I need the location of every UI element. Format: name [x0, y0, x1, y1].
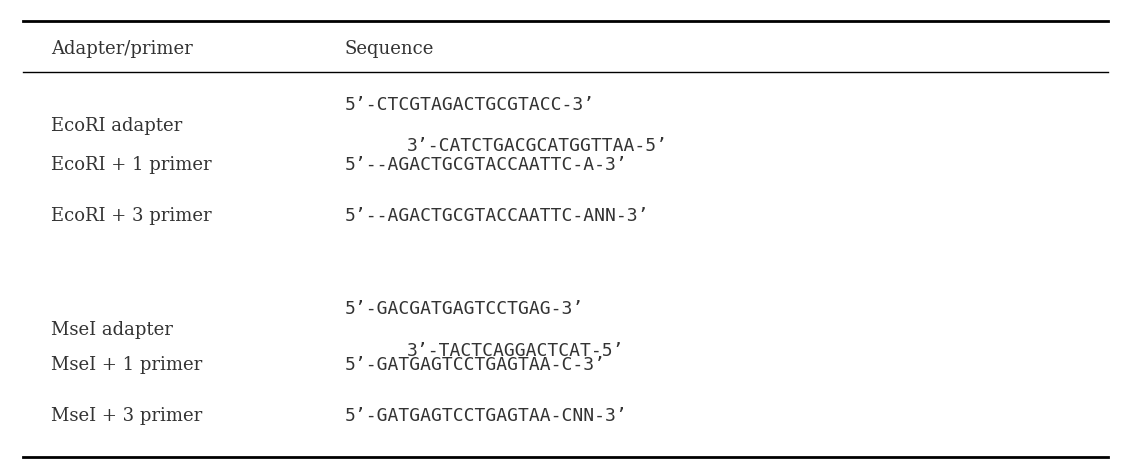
- Text: Sequence: Sequence: [345, 40, 434, 58]
- Text: EcoRI + 1 primer: EcoRI + 1 primer: [51, 156, 211, 174]
- Text: 5’--AGACTGCGTACCAATTC-ANN-3’: 5’--AGACTGCGTACCAATTC-ANN-3’: [345, 207, 649, 225]
- Text: 3’-CATCTGACGCATGGTTAA-5’: 3’-CATCTGACGCATGGTTAA-5’: [407, 138, 668, 155]
- Text: 5’-CTCGTAGACTGCGTACC-3’: 5’-CTCGTAGACTGCGTACC-3’: [345, 96, 595, 113]
- Text: MseI adapter: MseI adapter: [51, 321, 173, 339]
- Text: 5’-GACGATGAGTCCTGAG-3’: 5’-GACGATGAGTCCTGAG-3’: [345, 300, 585, 318]
- Text: 5’-GATGAGTCCTGAGTAA-CNN-3’: 5’-GATGAGTCCTGAGTAA-CNN-3’: [345, 407, 628, 425]
- Text: EcoRI adapter: EcoRI adapter: [51, 117, 182, 134]
- Text: 5’-GATGAGTCCTGAGTAA-C-3’: 5’-GATGAGTCCTGAGTAA-C-3’: [345, 356, 606, 374]
- Text: 3’-TACTCAGGACTCAT-5’: 3’-TACTCAGGACTCAT-5’: [407, 342, 624, 360]
- Text: MseI + 1 primer: MseI + 1 primer: [51, 356, 202, 374]
- Text: EcoRI + 3 primer: EcoRI + 3 primer: [51, 207, 211, 225]
- Text: 5’--AGACTGCGTACCAATTC-A-3’: 5’--AGACTGCGTACCAATTC-A-3’: [345, 156, 628, 174]
- Text: Adapter/primer: Adapter/primer: [51, 40, 192, 58]
- Text: MseI + 3 primer: MseI + 3 primer: [51, 407, 202, 425]
